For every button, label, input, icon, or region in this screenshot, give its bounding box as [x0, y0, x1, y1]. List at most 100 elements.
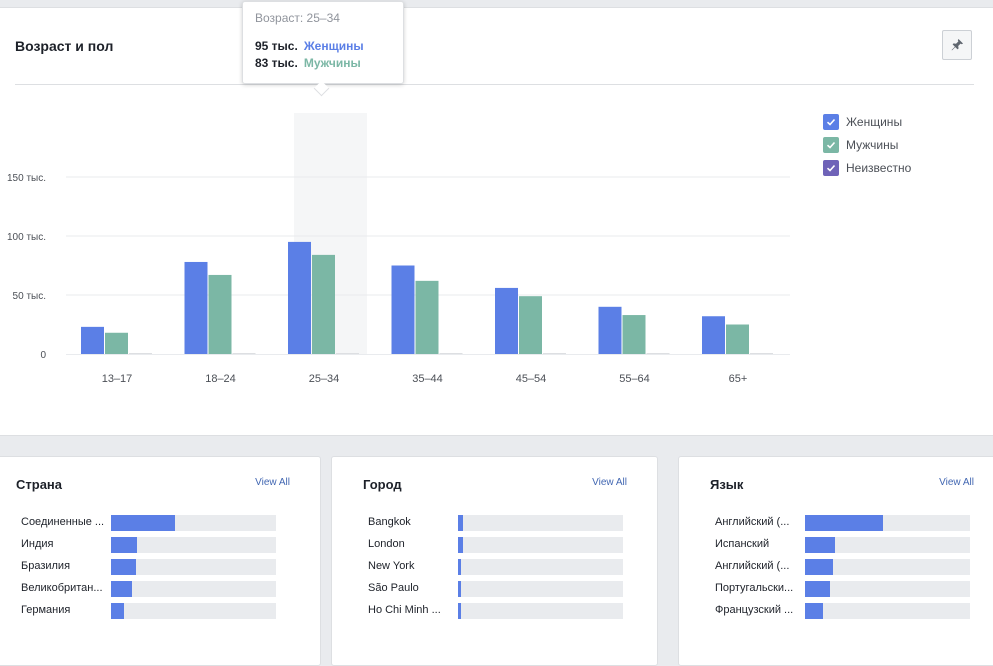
bar — [646, 353, 670, 354]
list-item[interactable]: Английский (... — [715, 515, 975, 531]
row-bar-fill — [805, 559, 834, 575]
row-bar-track — [805, 603, 970, 619]
bar — [543, 353, 566, 354]
row-bar-track — [805, 537, 970, 553]
section-title: Возраст и пол — [15, 38, 114, 54]
bar — [391, 265, 415, 354]
list-item[interactable]: Ho Chi Minh ... — [368, 603, 628, 619]
age-gender-card: Возраст и пол — [0, 7, 993, 436]
list-item[interactable]: Германия — [21, 603, 281, 619]
row-bar-fill — [805, 537, 835, 553]
row-bar-track — [458, 603, 623, 619]
checkbox-checked-icon[interactable] — [823, 159, 839, 176]
row-bar-fill — [805, 581, 830, 597]
row-label: Индия — [21, 538, 54, 550]
panel-title: Город — [363, 477, 402, 492]
row-bar-fill — [111, 515, 176, 531]
x-tick-label: 45–54 — [516, 373, 547, 385]
list-item[interactable]: Французский ... — [715, 603, 975, 619]
bar — [129, 353, 152, 354]
country-panel: Страна View All Соединенные ... Индия Бр… — [0, 456, 321, 666]
row-bar-track — [458, 559, 623, 575]
bar — [184, 261, 208, 354]
view-all-link[interactable]: View All — [255, 477, 290, 488]
bar — [439, 353, 463, 354]
tooltip-value: 83 тыс. — [255, 56, 298, 70]
list-item[interactable]: Португальски... — [715, 581, 975, 597]
legend-label: Женщины — [846, 114, 903, 129]
pin-icon — [951, 39, 963, 51]
age-gender-chart: 0 50 тыс. 100 тыс. 150 тыс. 13–17 18–24 25–34 3… — [6, 173, 790, 385]
row-bar-fill — [111, 603, 125, 619]
row-bar-track — [458, 515, 623, 531]
x-tick-label: 13–17 — [102, 373, 133, 385]
row-label: Английский (... — [715, 560, 790, 572]
tooltip-row-women: 95 тыс. Женщины — [255, 38, 391, 55]
row-bar-track — [805, 515, 970, 531]
tooltip-label: Женщины — [303, 39, 364, 53]
row-bar-track — [805, 581, 970, 597]
row-label: Германия — [21, 604, 71, 616]
row-bar-track — [458, 581, 623, 597]
checkbox-checked-icon[interactable] — [823, 113, 839, 130]
bar — [312, 254, 335, 354]
bar — [105, 332, 128, 354]
list-item[interactable]: Индия — [21, 537, 281, 553]
row-bar-fill — [805, 603, 824, 619]
row-label: Соединенные ... — [21, 516, 105, 528]
row-bar-track — [458, 537, 623, 553]
row-bar-fill — [111, 537, 138, 553]
row-bar-fill — [458, 537, 463, 553]
row-bar-fill — [458, 559, 462, 575]
row-label: New York — [368, 560, 415, 572]
y-tick-label: 100 тыс. — [7, 232, 46, 243]
list-item[interactable]: São Paulo — [368, 581, 628, 597]
row-label: São Paulo — [368, 582, 419, 594]
row-bar-fill — [458, 581, 462, 597]
language-panel: Язык View All Английский (... Испанский … — [678, 456, 993, 666]
row-bar-track — [111, 559, 276, 575]
bar — [232, 353, 256, 354]
header-divider — [15, 84, 974, 85]
bar — [622, 315, 646, 354]
chart-tooltip: Возраст: 25–34 95 тыс. Женщины 83 тыс. Муж… — [242, 1, 404, 84]
y-tick-label: 0 — [40, 350, 46, 361]
bar — [519, 296, 542, 354]
y-tick-label: 50 тыс. — [13, 291, 46, 302]
view-all-link[interactable]: View All — [592, 477, 627, 488]
chart-legend: Женщины Мужчины Неизвестно — [823, 110, 911, 179]
list-item[interactable]: Испанский — [715, 537, 975, 553]
legend-item-men[interactable]: Мужчины — [823, 133, 911, 156]
pin-button[interactable] — [942, 30, 972, 60]
row-bar-track — [111, 515, 276, 531]
list-item[interactable]: Соединенные ... — [21, 515, 281, 531]
legend-item-unknown[interactable]: Неизвестно — [823, 156, 911, 179]
row-label: Испанский — [715, 538, 770, 550]
view-all-link[interactable]: View All — [939, 477, 974, 488]
list-item[interactable]: Бразилия — [21, 559, 281, 575]
row-label: London — [368, 538, 405, 550]
bar — [288, 241, 311, 354]
row-label: Португальски... — [715, 582, 794, 594]
bar — [336, 353, 359, 354]
list-item[interactable]: Великобритан... — [21, 581, 281, 597]
panel-title: Страна — [16, 477, 63, 492]
row-bar-track — [805, 559, 970, 575]
list-item[interactable]: London — [368, 537, 628, 553]
legend-item-women[interactable]: Женщины — [823, 110, 911, 133]
list-item[interactable]: New York — [368, 559, 628, 575]
row-bar-track — [111, 537, 276, 553]
bar — [702, 316, 725, 354]
city-panel: Город View All Bangkok London New York S… — [331, 456, 658, 666]
checkbox-checked-icon[interactable] — [823, 136, 839, 153]
list-item[interactable]: Английский (... — [715, 559, 975, 575]
row-bar-fill — [805, 515, 883, 531]
bar — [81, 326, 104, 354]
list-item[interactable]: Bangkok — [368, 515, 628, 531]
x-tick-label: 65+ — [729, 373, 748, 385]
row-label: Bangkok — [368, 516, 411, 528]
x-tick-label: 35–44 — [412, 373, 443, 385]
bar — [598, 306, 622, 354]
row-bar-fill — [111, 581, 133, 597]
row-bar-track — [111, 581, 276, 597]
